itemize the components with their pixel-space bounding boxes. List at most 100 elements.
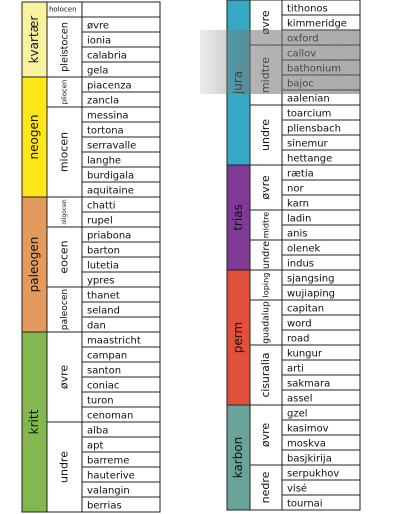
stage-label: cenoman	[87, 411, 133, 422]
epoch-cell	[249, 269, 283, 301]
stage-label: karn	[287, 199, 309, 210]
stage-label: sinemur	[287, 139, 329, 150]
epoch-label: midtre	[261, 212, 271, 239]
stage-label: rupel	[87, 216, 113, 227]
period-cell	[21, 196, 48, 333]
stage-label: serravalle	[87, 141, 136, 152]
stage-label: moskva	[287, 439, 326, 450]
stage-label: calabria	[87, 51, 127, 62]
stage-label: sakmara	[287, 379, 330, 390]
stage-label: indus	[287, 259, 314, 270]
stage-label: dan	[87, 321, 106, 332]
stage-label: turon	[87, 396, 114, 407]
stage-label: langhe	[87, 156, 121, 167]
stage-label: alba	[87, 426, 108, 437]
epoch-label: cisuralia	[259, 352, 272, 397]
stage-label: aalenian	[287, 94, 330, 105]
stage-label: serpukhov	[287, 469, 339, 480]
epoch-cell	[249, 239, 283, 271]
epoch-cell	[46, 76, 83, 108]
stage-label: lutetia	[87, 261, 119, 272]
stage-cell	[81, 1, 161, 18]
stage-label: santon	[87, 366, 121, 377]
stage-label: kungur	[287, 349, 323, 360]
period-cell	[21, 331, 48, 513]
stage-label: basjkirija	[287, 454, 332, 465]
stage-label: ladin	[287, 214, 311, 225]
period-label: kvartær	[27, 16, 41, 64]
epoch-cell	[249, 164, 283, 211]
epoch-label: øvre	[259, 175, 272, 200]
period-cell	[21, 1, 48, 78]
stage-label: seland	[87, 306, 120, 317]
stage-label: barton	[87, 246, 120, 257]
stage-label: gzel	[287, 409, 308, 420]
stage-label: gela	[87, 66, 108, 77]
stage-label: zancla	[87, 96, 119, 107]
stage-label: campan	[87, 351, 127, 362]
stage-label: tournai	[287, 499, 323, 510]
epoch-label: oligocen	[61, 199, 68, 224]
stage-label: barreme	[87, 456, 129, 467]
stage-label: olenek	[287, 244, 321, 255]
epoch-cell	[46, 16, 83, 78]
period-label: neogen	[27, 115, 41, 160]
highlight-band	[200, 30, 360, 94]
stage-label: valangin	[87, 486, 130, 497]
epoch-label: miocen	[58, 132, 71, 172]
stage-label: chatti	[87, 201, 116, 212]
epoch-label: guadalup	[262, 301, 272, 344]
epoch-cell	[46, 421, 83, 513]
stage-label: berrias	[87, 501, 122, 512]
epoch-label: nedre	[259, 471, 272, 503]
stage-label: thanet	[87, 291, 120, 302]
stage-label: coniac	[87, 381, 119, 392]
epoch-label: eocen	[58, 240, 71, 273]
period-label: paleogen	[27, 237, 41, 293]
epoch-label: undre	[58, 451, 71, 483]
epoch-label: øvre	[259, 423, 272, 448]
stage-label: messina	[87, 111, 129, 122]
epoch-cell	[46, 106, 83, 198]
stage-label: tortona	[87, 126, 124, 137]
stage-label: assel	[287, 394, 312, 405]
stage-label: capitan	[287, 304, 324, 315]
epoch-label: loping	[261, 273, 271, 298]
epoch-label: holocen	[49, 6, 77, 14]
epoch-label: undre	[261, 241, 272, 269]
stage-label: sjangsing	[287, 274, 334, 285]
period-label: trias	[231, 204, 245, 231]
stage-label: arti	[287, 364, 304, 375]
stage-label: piacenza	[87, 81, 132, 92]
stage-label: word	[287, 319, 312, 330]
stage-label: priabona	[87, 231, 131, 242]
epoch-label: paleocen	[60, 289, 70, 330]
stage-label: øvre	[87, 21, 109, 32]
stage-label: kasimov	[287, 424, 329, 435]
stage-label: nor	[287, 184, 304, 195]
stage-label: aquitaine	[87, 186, 134, 197]
period-cell	[21, 76, 48, 198]
stage-label: kimmeridge	[287, 19, 347, 30]
stage-label: ypres	[87, 276, 115, 287]
stage-label: rætia	[287, 169, 314, 180]
stage-label: ionia	[87, 36, 111, 47]
epoch-label: øvre	[259, 10, 272, 35]
stage-label: pliensbach	[287, 124, 341, 135]
stage-label: anis	[287, 229, 307, 240]
period-label: karbon	[231, 437, 245, 479]
epoch-label: øvre	[58, 365, 71, 390]
stage-label: maastricht	[87, 336, 141, 347]
stage-label: toarcium	[287, 109, 331, 120]
stage-label: hettange	[287, 154, 332, 165]
stage-cell	[281, 494, 361, 511]
epoch-label: pleistocen	[60, 22, 71, 72]
stage-label: tithonos	[287, 4, 328, 15]
stage-label: hauterive	[87, 471, 135, 482]
stage-cell	[81, 496, 161, 513]
stage-label: wujiaping	[287, 289, 335, 300]
stage-label: burdigala	[87, 171, 134, 182]
stage-label: road	[287, 334, 310, 345]
